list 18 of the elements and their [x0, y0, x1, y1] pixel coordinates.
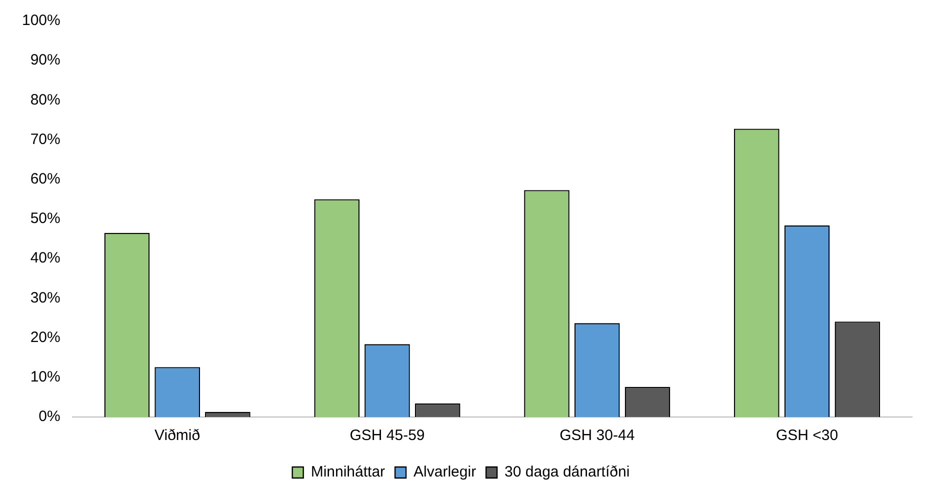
y-tick-label: 30%: [30, 289, 60, 306]
y-tick-label: 80%: [30, 91, 60, 108]
legend-label: Minniháttar: [310, 464, 386, 481]
y-tick-label: 20%: [30, 328, 60, 346]
x-tick-label: Viðmið: [154, 427, 200, 444]
x-tick-label: GSH 30-44: [560, 427, 635, 444]
y-tick-label: 60%: [30, 170, 60, 188]
y-tick-label: 40%: [30, 250, 60, 267]
y-tick-label: 10%: [30, 368, 60, 386]
x-tick-label: GSH 45-59: [350, 427, 425, 444]
y-tick-label: 100%: [22, 12, 60, 30]
y-tick-label: 0%: [38, 408, 60, 426]
x-tick-label: GSH <30: [776, 427, 838, 444]
y-tick-label: 50%: [30, 210, 60, 228]
y-tick-label: 70%: [30, 130, 60, 148]
legend-label: Alvarlegir: [414, 464, 476, 481]
legend-label: 30 daga dánartíðni: [504, 464, 630, 481]
y-tick-label: 90%: [30, 52, 60, 69]
